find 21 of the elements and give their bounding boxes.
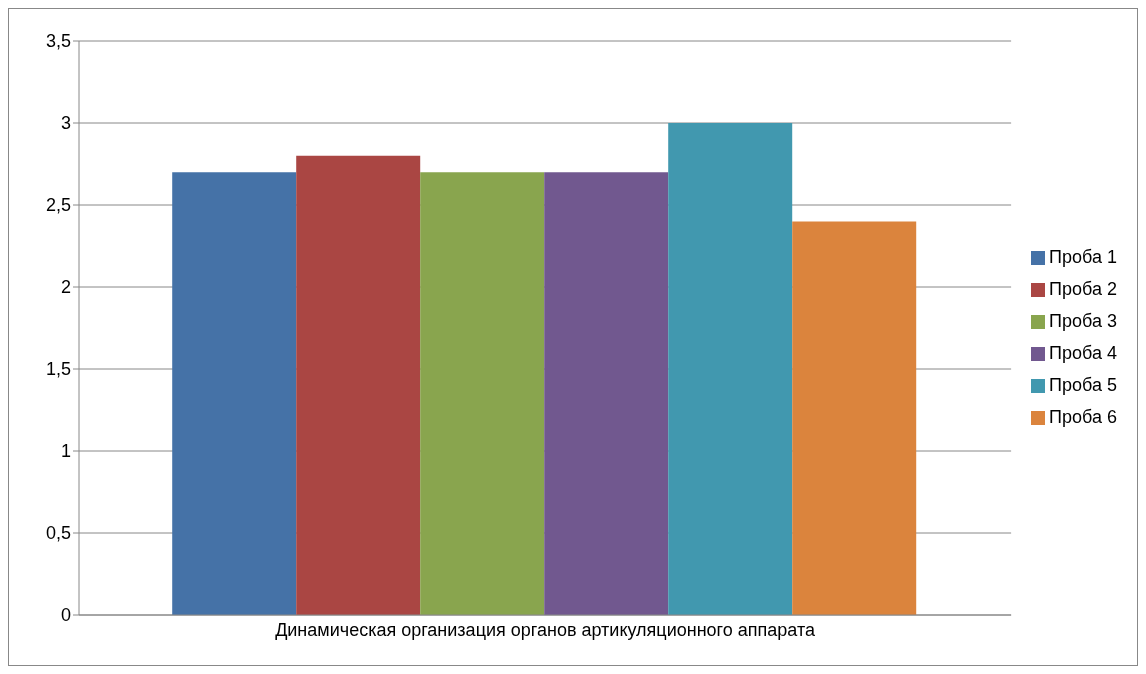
x-tick-label: Динамическая организация органов артикуляционного аппарата xyxy=(275,619,816,640)
bar xyxy=(420,172,545,615)
bar xyxy=(296,155,421,615)
y-tick-label: 3,5 xyxy=(45,31,71,52)
y-tick-label: 1 xyxy=(60,441,71,462)
bar xyxy=(668,123,793,615)
legend-label: Проба 6 xyxy=(1049,407,1117,427)
legend-label: Проба 3 xyxy=(1049,311,1117,331)
legend-label: Проба 2 xyxy=(1049,279,1117,299)
legend-label: Проба 1 xyxy=(1049,247,1117,267)
y-tick-label: 2 xyxy=(60,277,71,298)
y-tick-label: 2,5 xyxy=(45,195,71,216)
y-tick-label: 1,5 xyxy=(45,359,71,380)
y-tick-label: 0 xyxy=(60,605,71,626)
legend-label: Проба 4 xyxy=(1049,343,1117,363)
y-tick-label: 3 xyxy=(60,113,71,134)
bar xyxy=(792,221,917,615)
legend-label: Проба 5 xyxy=(1049,375,1117,395)
y-tick-label: 0,5 xyxy=(45,523,71,544)
bar xyxy=(544,172,669,615)
bar xyxy=(172,172,297,615)
